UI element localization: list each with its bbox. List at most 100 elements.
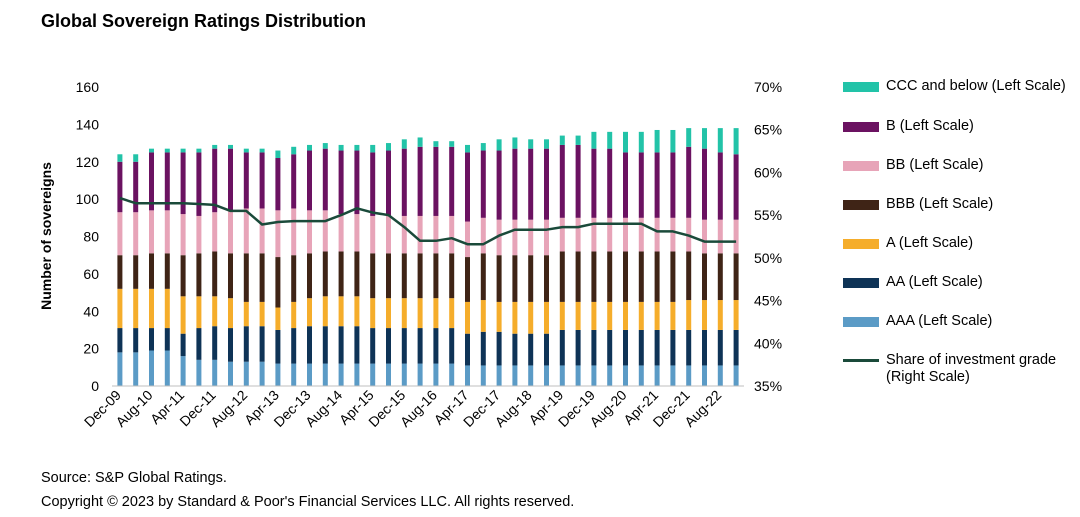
bar-segment-bbb [623, 251, 628, 302]
bar-segment-bb [291, 208, 297, 256]
bar-segment-bbb [259, 253, 265, 302]
bar-segment-b [512, 148, 518, 220]
bar-segment-b [322, 148, 328, 211]
bar-segment-b [733, 154, 739, 220]
bar-segment-bbb [449, 253, 455, 299]
y-axis-title: Number of sovereigns [38, 162, 54, 310]
bar-segment-aaa [386, 363, 391, 386]
bar-segment-bb [243, 208, 249, 254]
investment-grade-line [119, 196, 737, 246]
bar-segment-bb [401, 215, 407, 254]
bar-segment-aaa [670, 365, 676, 386]
bar-segment-ccc [401, 139, 407, 149]
bar-segment-ccc [149, 148, 154, 153]
bar-segment-bb [196, 215, 202, 254]
bar-segment-ccc [117, 154, 123, 162]
bar-segment-a [417, 298, 423, 329]
bar-segment-bbb [386, 253, 391, 299]
bar-segment-aaa [591, 365, 597, 386]
bar-segment-a [259, 301, 265, 327]
y-tick-label: 0 [91, 378, 99, 394]
chart-title: Global Sovereign Ratings Distribution [41, 11, 367, 31]
bar-segment-bb [228, 210, 233, 254]
bar-segment-bb [307, 210, 312, 254]
bar-segment-aaa [702, 365, 707, 386]
bar-segment-b [180, 152, 186, 215]
bar-segment-aaa [307, 363, 312, 386]
bar-segment-bb [354, 214, 360, 252]
bar-segment-aa [623, 329, 628, 366]
bar-segment-aa [338, 326, 344, 364]
bar-segment-aaa [638, 365, 644, 386]
bar-segment-b [164, 152, 170, 211]
bar-segment-aa [480, 331, 486, 366]
bar-segment-aa [638, 329, 644, 366]
bar-segment-aa [575, 329, 581, 366]
bar-segment-a [243, 301, 249, 327]
bar-segment-bbb [164, 253, 170, 289]
bar-segment-ccc [180, 148, 186, 153]
bar-segment-ccc [417, 137, 423, 147]
bar-segment-bbb [354, 251, 360, 297]
y2-tick-label: 55% [754, 207, 782, 223]
bar-segment-bbb [702, 253, 707, 301]
bar-segment-aa [164, 328, 170, 351]
bar-segment-aa [449, 328, 455, 364]
bar-segment-ccc [370, 144, 376, 153]
bar-segment-aa [670, 329, 676, 366]
bar-segment-bb [496, 219, 502, 256]
bar-segment-bb [259, 208, 265, 254]
bar-segment-bb [717, 219, 723, 254]
bar-segment-aaa [180, 356, 186, 386]
bar-segment-a [686, 300, 692, 330]
bar-segment-bbb [544, 255, 549, 302]
bar-segment-aa [322, 326, 328, 364]
bar-segment-aaa [117, 352, 123, 386]
bar-segment-bb [544, 219, 549, 256]
bar-segment-a [117, 288, 123, 329]
bar-segment-ccc [465, 144, 470, 153]
bar-segment-b [386, 150, 391, 216]
bar-segment-ccc [654, 129, 660, 153]
bar-segment-a [433, 298, 439, 329]
bar-segment-ccc [638, 131, 644, 153]
bar-segment-ccc [496, 139, 502, 151]
bar-segment-aaa [401, 363, 407, 386]
bar-segment-a [480, 300, 486, 332]
y-tick-label: 40 [83, 303, 99, 319]
bar-segment-bbb [180, 255, 186, 297]
legend-swatch-aa [843, 278, 879, 288]
bar-segment-aaa [623, 365, 628, 386]
bar-segment-b [212, 148, 218, 213]
bar-segment-bbb [575, 251, 581, 302]
bar-segment-a [228, 298, 233, 329]
bar-segment-aaa [291, 363, 297, 386]
bar-segment-aa [180, 333, 186, 357]
bar-segment-bbb [638, 251, 644, 302]
bar-segment-b [259, 152, 265, 209]
bar-segment-b [638, 152, 644, 218]
bar-segment-aa [133, 328, 139, 353]
legend-swatch-a [843, 239, 879, 249]
bar-segment-bbb [228, 253, 233, 299]
bar-segment-bbb [338, 251, 344, 297]
bar-segment-a [322, 296, 328, 327]
y2-tick-label: 60% [754, 164, 782, 180]
bar-segment-bbb [370, 253, 376, 299]
bar-segment-ccc [512, 137, 518, 149]
source-note: Source: S&P Global Ratings. [41, 470, 227, 486]
bar-segment-b [417, 146, 423, 216]
bar-segment-bbb [117, 255, 123, 289]
copyright-note: Copyright © 2023 by Standard & Poor's Fi… [41, 494, 575, 510]
bar-segment-bbb [322, 251, 328, 297]
bar-segment-ccc [480, 143, 486, 151]
bar-segment-bb [559, 217, 565, 252]
bar-segment-b [307, 150, 312, 211]
y-tick-label: 160 [76, 79, 100, 95]
bar-segment-bbb [512, 255, 518, 302]
bar-segment-aaa [733, 365, 739, 386]
bar-segment-aaa [496, 365, 502, 386]
bar-segment-ccc [275, 150, 281, 159]
bar-segment-aaa [196, 359, 202, 386]
bar-segment-aaa [275, 363, 281, 386]
